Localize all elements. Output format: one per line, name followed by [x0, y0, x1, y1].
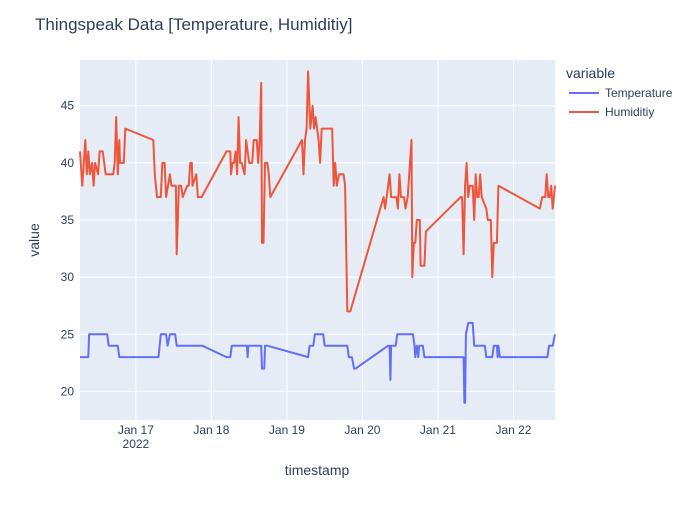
y-tick-label: 25 — [61, 327, 75, 341]
x-tick-label: Jan 17 — [118, 423, 154, 437]
y-axis-title: value — [26, 223, 42, 257]
x-tick-label: Jan 19 — [269, 423, 305, 437]
legend-items: Temperature Humiditiy — [569, 86, 673, 119]
x-tick-label: Jan 21 — [420, 423, 456, 437]
legend-label-humiditiy[interactable]: Humiditiy — [605, 105, 654, 119]
y-tick-label: 45 — [61, 99, 75, 113]
grid-lines — [80, 60, 555, 420]
x-tick-label: Jan 18 — [193, 423, 229, 437]
y-tick-label: 20 — [61, 384, 75, 398]
legend-label-temperature[interactable]: Temperature — [605, 86, 673, 100]
chart-title: Thingspeak Data [Temperature, Humiditiy] — [35, 15, 352, 34]
x-tick-label: Jan 22 — [495, 423, 531, 437]
plot-area[interactable] — [80, 60, 555, 420]
legend-title: variable — [566, 65, 615, 81]
y-tick-label: 40 — [61, 156, 75, 170]
series-layer — [79, 70, 556, 404]
series-line-humiditiy — [79, 70, 556, 313]
y-tick-label: 30 — [61, 270, 75, 284]
x-axis-ticks: Jan 17 Jan 18 Jan 19 Jan 20 Jan 21 Jan 22 — [118, 423, 532, 437]
y-tick-label: 35 — [61, 213, 75, 227]
series-line-temperature — [80, 321, 556, 404]
x-axis-year-label: 2022 — [123, 437, 150, 451]
x-axis-title: timestamp — [285, 462, 350, 478]
legend: variable Temperature Humiditiy — [566, 65, 673, 119]
x-tick-label: Jan 20 — [344, 423, 380, 437]
y-axis-ticks: 20 25 30 35 40 45 — [61, 99, 75, 399]
